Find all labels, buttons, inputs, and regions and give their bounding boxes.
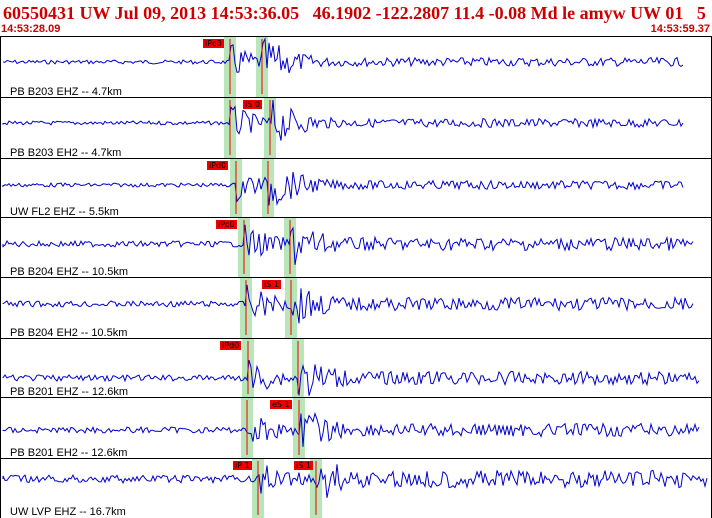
- end-time: 14:53:59.37: [650, 23, 710, 35]
- waveform-line: [2, 359, 700, 396]
- waveform-trace: [2, 159, 684, 217]
- waveform-line: [2, 171, 684, 206]
- waveform-trace: [2, 398, 700, 458]
- waveform-trace: [2, 218, 694, 277]
- pick-label[interactable]: iPd0: [207, 161, 229, 170]
- pick-label[interactable]: iS 0: [243, 100, 262, 109]
- pick-label[interactable]: iPd0: [220, 341, 242, 350]
- pick-label[interactable]: iS 1: [262, 280, 281, 289]
- trace-panel[interactable]: iPc0 PB B203 EHZ -- 4.7km: [0, 36, 712, 97]
- trace-panel[interactable]: iP 1 iS 1 UW LVP EHZ -- 16.7km: [0, 458, 712, 518]
- waveform-line: [2, 464, 708, 498]
- trace-panel[interactable]: eS 1 PB B201 EH2 -- 12.6km: [0, 397, 712, 458]
- waveform-line: [2, 224, 694, 265]
- waveform-line: [2, 99, 684, 141]
- station-label: PB B201 EHZ -- 12.6km: [10, 386, 128, 397]
- waveform-trace: [2, 459, 708, 518]
- station-label: PB B204 EHZ -- 10.5km: [10, 266, 128, 277]
- waveform-trace: [2, 339, 700, 397]
- waveform-line: [2, 284, 694, 324]
- start-time: 14:53:28.09: [1, 23, 61, 35]
- trace-panel[interactable]: iS 0 PB B203 EH2 -- 4.7km: [0, 97, 712, 158]
- pick-label[interactable]: iPc0: [216, 220, 237, 229]
- station-label: PB B203 EH2 -- 4.7km: [10, 147, 122, 158]
- event-title: 60550431 UW Jul 09, 2013 14:53:36.05 46.…: [3, 3, 706, 23]
- waveform-trace: [2, 278, 694, 338]
- trace-panel[interactable]: iPd0 UW FL2 EHZ -- 5.5km: [0, 158, 712, 217]
- station-label: PB B204 EH2 -- 10.5km: [10, 327, 128, 338]
- pick-label[interactable]: iP 1: [233, 461, 252, 470]
- waveform-trace: [2, 98, 684, 158]
- event-header: 60550431 UW Jul 09, 2013 14:53:36.05 46.…: [0, 0, 712, 36]
- trace-panel[interactable]: iPd0 PB B201 EHZ -- 12.6km: [0, 338, 712, 397]
- trace-panel[interactable]: iS 1 PB B204 EH2 -- 10.5km: [0, 277, 712, 338]
- waveform-trace: [2, 37, 684, 97]
- station-label: PB B203 EHZ -- 4.7km: [10, 86, 122, 97]
- waveform-line: [2, 411, 700, 447]
- station-label: UW LVP EHZ -- 16.7km: [10, 506, 126, 518]
- station-label: PB B201 EH2 -- 12.6km: [10, 447, 128, 458]
- pick-label[interactable]: iPc0: [203, 39, 224, 48]
- trace-panel[interactable]: iPc0 PB B204 EHZ -- 10.5km: [0, 217, 712, 277]
- pick-label[interactable]: eS 1: [270, 400, 292, 409]
- seismogram-panels: iPc0 PB B203 EHZ -- 4.7km iS 0 PB B203 E…: [0, 36, 712, 518]
- waveform-line: [2, 37, 684, 74]
- station-label: UW FL2 EHZ -- 5.5km: [10, 206, 119, 217]
- pick-label[interactable]: iS 1: [294, 461, 313, 470]
